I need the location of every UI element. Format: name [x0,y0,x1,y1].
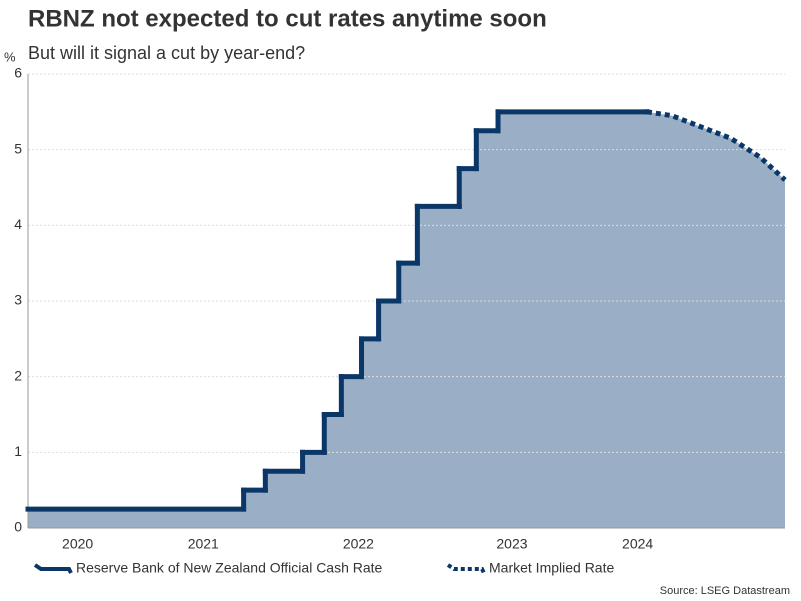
y-axis-label: % [4,49,16,64]
legend-label: Reserve Bank of New Zealand Official Cas… [76,560,383,576]
area-fill [28,111,785,528]
legend-label: Market Implied Rate [489,560,614,576]
y-tick-label: 5 [14,140,22,156]
x-tick-label: 2020 [62,536,93,552]
y-tick-label: 3 [14,292,22,308]
x-tick-label: 2024 [622,536,653,552]
source: Source: LSEG Datastream [660,585,790,597]
x-tick-label: 2021 [188,536,219,552]
y-tick-label: 6 [14,65,22,81]
line [646,109,787,182]
legend-symbol [33,563,73,574]
chart-title: RBNZ not expected to cut rates anytime s… [28,5,547,32]
legend-symbol [446,563,486,574]
chart-subtitle: But will it signal a cut by year-end? [28,43,305,63]
y-tick-label: 4 [14,216,22,232]
y-tick-label: 2 [14,367,22,383]
y-tick-label: 1 [14,443,22,459]
x-tick-label: 2023 [496,536,527,552]
x-tick-label: 2022 [343,536,374,552]
y-tick-label: 0 [14,519,22,535]
